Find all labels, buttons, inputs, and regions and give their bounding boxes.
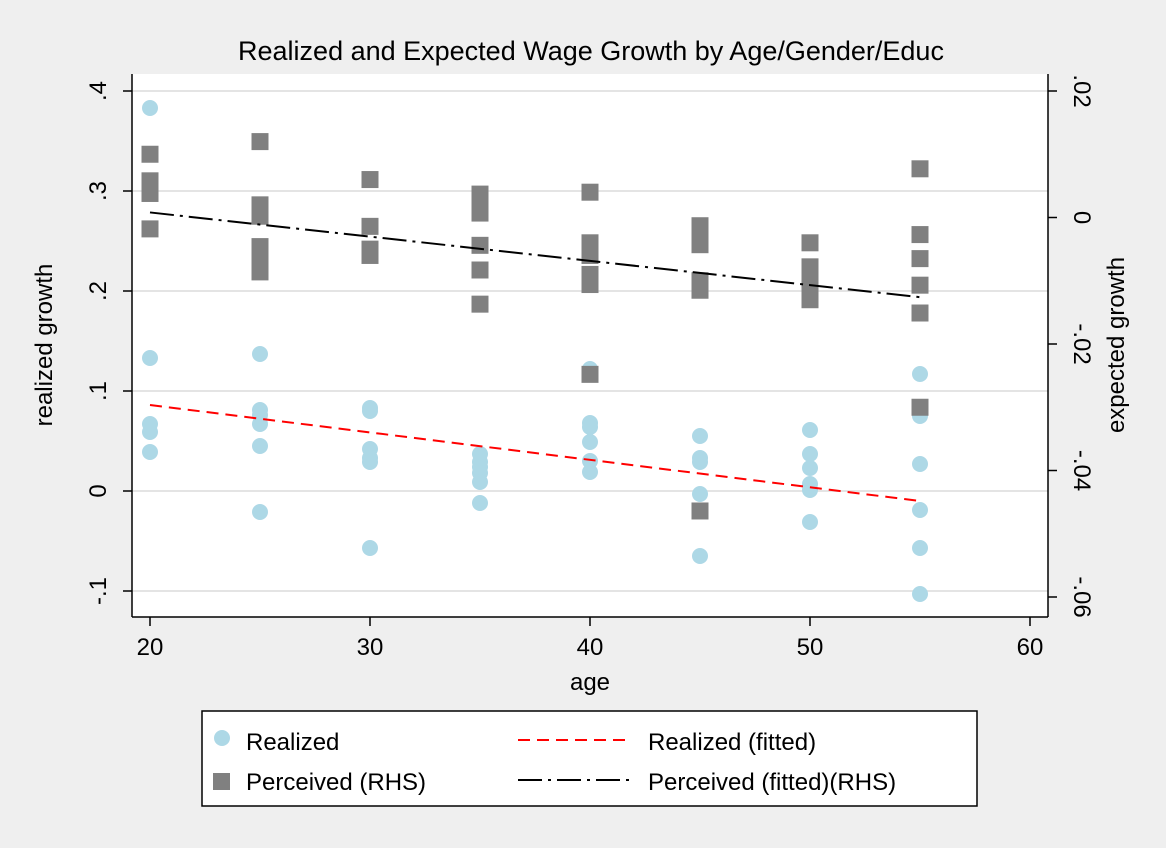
point-realized (692, 548, 708, 564)
y2-tick-label: -.04 (1068, 450, 1095, 491)
point-perceived (691, 502, 709, 520)
point-perceived (471, 295, 489, 313)
point-perceived (141, 145, 159, 163)
point-realized (912, 366, 928, 382)
plot-area (132, 74, 1048, 617)
point-perceived (471, 204, 489, 222)
legend-label-realized: Realized (246, 729, 339, 756)
point-realized (582, 453, 598, 469)
point-realized (142, 444, 158, 460)
point-realized (142, 100, 158, 116)
point-realized (802, 514, 818, 530)
point-realized (252, 346, 268, 362)
legend: Realized Perceived (RHS) Realized (fitte… (201, 710, 978, 807)
point-realized (802, 446, 818, 462)
line-realized-fitted (149, 404, 921, 502)
point-perceived (251, 263, 269, 281)
legend-label-perceived: Perceived (RHS) (246, 769, 426, 796)
y-tick-label: .2 (85, 281, 112, 301)
point-realized (472, 474, 488, 490)
point-realized (362, 454, 378, 470)
point-realized (362, 403, 378, 419)
point-realized (252, 438, 268, 454)
legend-label-realized-fitted: Realized (fitted) (648, 729, 816, 756)
point-realized (912, 540, 928, 556)
y2-tick-label: 0 (1068, 211, 1095, 224)
point-perceived (361, 171, 379, 189)
point-perceived (361, 246, 379, 264)
x-tick-label: 60 (1017, 634, 1044, 661)
point-perceived (471, 261, 489, 279)
point-perceived (691, 281, 709, 299)
x-tick-label: 30 (357, 634, 384, 661)
point-realized (142, 424, 158, 440)
y-tick-label: 0 (85, 484, 112, 497)
point-perceived (251, 207, 269, 225)
point-realized (802, 460, 818, 476)
x-tick-label: 40 (577, 634, 604, 661)
point-perceived (911, 160, 929, 178)
point-realized (252, 504, 268, 520)
y2-axis-label: expected growth (1103, 257, 1130, 433)
point-perceived (911, 276, 929, 294)
legend-swatch-realized (214, 730, 230, 746)
point-perceived (691, 236, 709, 254)
point-perceived (911, 398, 929, 416)
point-perceived (581, 183, 599, 201)
point-perceived (581, 276, 599, 294)
point-realized (802, 422, 818, 438)
point-realized (142, 350, 158, 366)
y-tick-label: -.1 (85, 577, 112, 605)
point-perceived (471, 236, 489, 254)
point-realized (472, 495, 488, 511)
point-realized (692, 486, 708, 502)
y2-tick-label: .02 (1068, 74, 1095, 107)
point-perceived (251, 238, 269, 256)
y-tick-label: .4 (85, 81, 112, 101)
point-realized (582, 464, 598, 480)
point-realized (692, 454, 708, 470)
line-perceived-fitted (149, 211, 921, 299)
point-perceived (801, 234, 819, 252)
point-perceived (911, 250, 929, 268)
point-perceived (911, 226, 929, 244)
point-perceived (581, 365, 599, 383)
point-realized (912, 586, 928, 602)
point-perceived (911, 304, 929, 322)
point-realized (582, 419, 598, 435)
point-perceived (141, 184, 159, 202)
point-perceived (141, 220, 159, 238)
chart-title: Realized and Expected Wage Growth by Age… (238, 36, 944, 66)
point-realized (692, 428, 708, 444)
ticks: -.1 0 .1 .2 .3 .4 -.06 -.04 -.02 0 .02 20 30 40 50 60 (85, 74, 1095, 661)
x-tick-label: 50 (797, 634, 824, 661)
point-realized (802, 482, 818, 498)
legend-swatch-perceived (213, 773, 230, 790)
marks (141, 100, 929, 602)
x-axis-label: age (570, 669, 610, 696)
y-tick-label: .3 (85, 181, 112, 201)
legend-label-perceived-fitted: Perceived (fitted)(RHS) (648, 769, 896, 796)
y2-tick-label: -.02 (1068, 323, 1095, 364)
legend-box (201, 710, 978, 807)
y-tick-label: .1 (85, 381, 112, 401)
point-realized (362, 540, 378, 556)
point-realized (912, 502, 928, 518)
point-perceived (801, 291, 819, 309)
y-axis-label: realized growth (31, 264, 58, 427)
point-realized (912, 456, 928, 472)
point-realized (582, 434, 598, 450)
point-perceived (361, 217, 379, 235)
y2-tick-label: -.06 (1068, 576, 1095, 617)
x-tick-label: 20 (137, 634, 164, 661)
point-perceived (251, 133, 269, 151)
